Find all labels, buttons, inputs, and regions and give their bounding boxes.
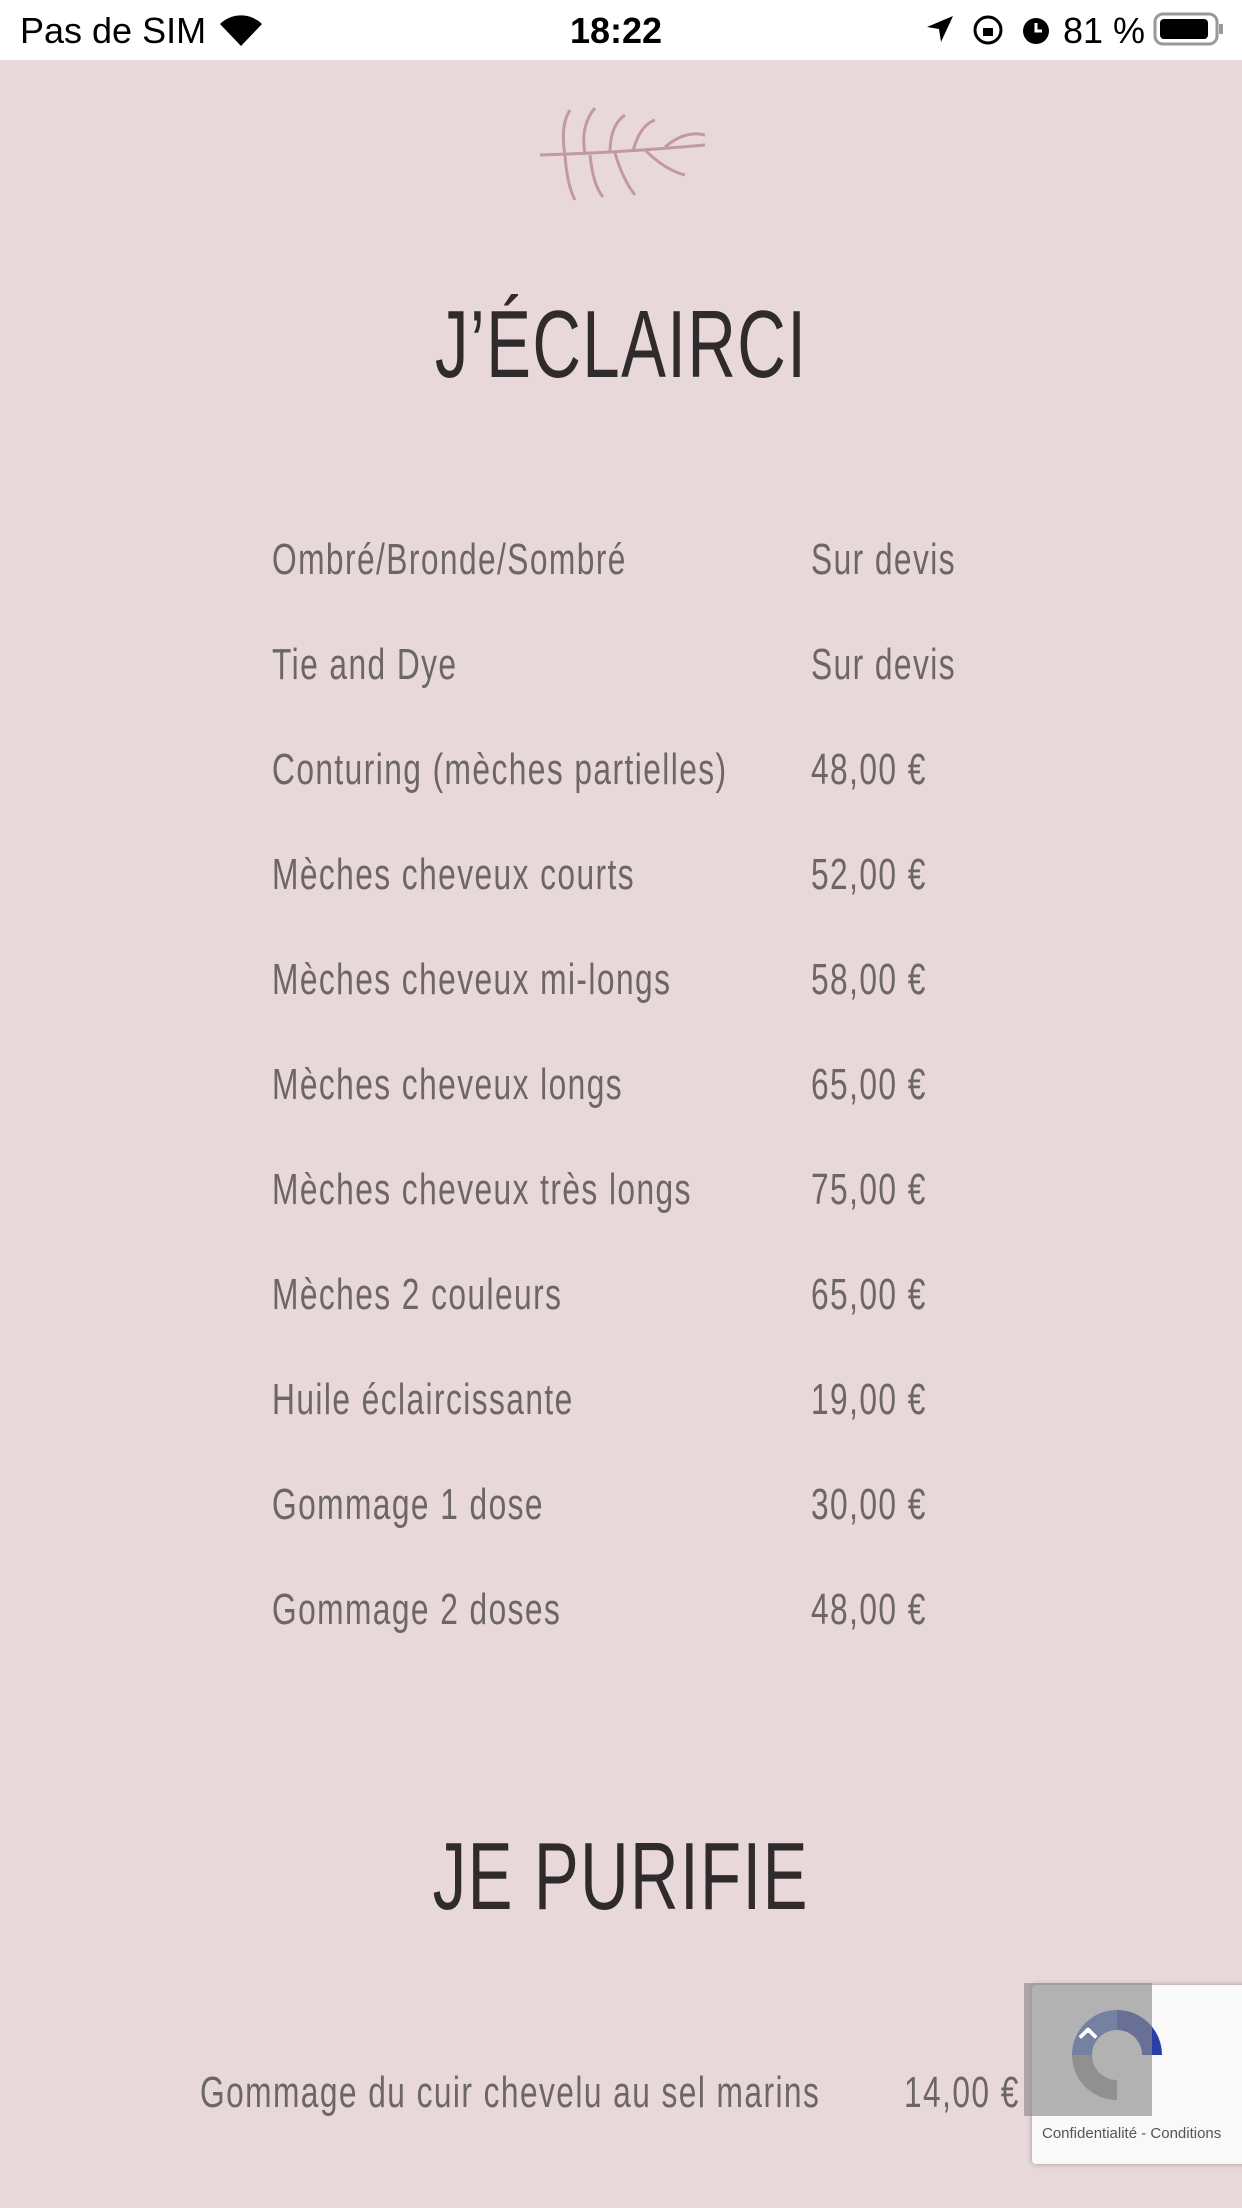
service-price: 19,00 € <box>811 1375 927 1424</box>
service-price: 65,00 € <box>811 1270 927 1319</box>
leaf-icon <box>539 107 706 201</box>
service-name: Gommage du cuir chevelu au sel marins <box>200 2068 821 2117</box>
carrier: Pas de SIM <box>20 10 207 51</box>
section-title: JE PURIFIE <box>432 1823 810 1930</box>
service-name: Mèches cheveux courts <box>272 850 636 899</box>
recaptcha-links[interactable]: Confidentialité - Conditions <box>1042 2125 1222 2142</box>
service-price: 52,00 € <box>811 850 927 899</box>
service-name: Gommage 1 dose <box>272 1480 544 1529</box>
service-name: Mèches cheveux mi-longs <box>272 955 672 1004</box>
service-price: 65,00 € <box>811 1060 927 1109</box>
service-price: 75,00 € <box>811 1165 927 1214</box>
service-price: 48,00 € <box>811 745 927 794</box>
service-name: Gommage 2 doses <box>272 1585 562 1634</box>
service-name: Huile éclaircissante <box>272 1375 574 1424</box>
battery-percent: 81 % <box>1063 10 1146 51</box>
battery-icon <box>1153 12 1223 46</box>
service-name: Mèches 2 couleurs <box>272 1270 563 1319</box>
service-price: 14,00 € <box>904 2068 1020 2117</box>
alarm-icon <box>1023 18 1049 44</box>
service-name: Mèches cheveux très longs <box>272 1165 692 1214</box>
location-icon <box>927 16 953 42</box>
section-title: J’ÉCLAIRCI <box>434 291 808 398</box>
service-name: Mèches cheveux longs <box>272 1060 624 1109</box>
rotation-lock-icon <box>973 15 1003 45</box>
service-name: Conturing (mèches partielles) <box>272 745 728 794</box>
service-price: 58,00 € <box>811 955 927 1004</box>
service-price: 48,00 € <box>811 1585 927 1634</box>
service-price: 30,00 € <box>811 1480 927 1529</box>
status-bar: Pas de SIM 18:22 81 % <box>0 0 1242 60</box>
service-price: Sur devis <box>811 640 957 689</box>
service-name: Tie and Dye <box>272 640 458 689</box>
service-price: Sur devis <box>811 535 957 584</box>
chevron-up-icon: ⌃ <box>1069 2021 1107 2070</box>
scroll-to-top-button[interactable]: ⌃ <box>1024 1983 1152 2116</box>
wifi-icon <box>220 15 262 47</box>
service-name: Ombré/Bronde/Sombré <box>272 535 627 584</box>
clock: 18:22 <box>570 10 663 51</box>
